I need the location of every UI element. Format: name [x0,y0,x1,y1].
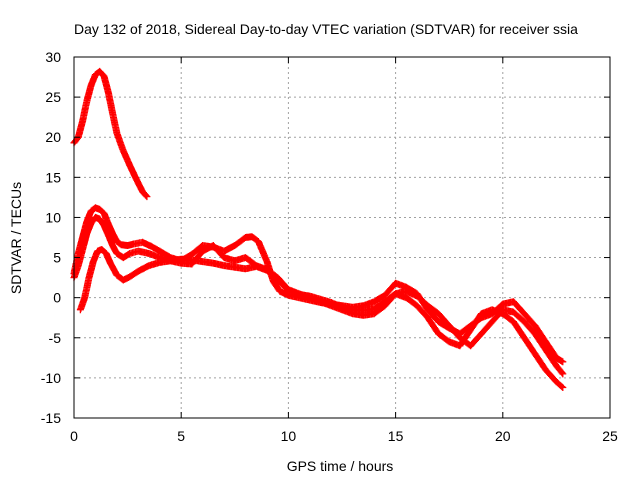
chart-title: Day 132 of 2018, Sidereal Day-to-day VTE… [74,21,578,37]
y-tick-label: -15 [41,410,61,426]
x-tick-label: 25 [602,428,618,444]
y-tick-label: 5 [53,250,61,266]
plot-frame [73,56,611,419]
x-tick-label: 0 [70,428,78,444]
y-tick-label: 20 [45,129,61,145]
y-axis-label: SDTVAR / TECUs [8,182,24,294]
x-tick-label: 20 [495,428,511,444]
y-tick-label: 30 [45,49,61,65]
grid-layer [74,57,610,418]
ticks-layer: -15 -10 -5 0 5 10 15 20 25 30 0 5 10 15 20 25 [41,49,618,444]
data-series-track-1 [70,67,151,201]
y-tick-label: 10 [45,209,61,225]
data-layer [70,67,567,391]
y-tick-label: 0 [53,290,61,306]
y-tick-label: 25 [45,89,61,105]
x-axis-label: GPS time / hours [287,458,394,474]
y-tick-label: 15 [45,169,61,185]
x-tick-label: 10 [281,428,297,444]
data-series-track-2 [70,204,567,366]
x-tick-label: 15 [388,428,404,444]
y-tick-label: -5 [49,330,62,346]
x-tick-label: 5 [177,428,185,444]
y-tick-label: -10 [41,370,61,386]
